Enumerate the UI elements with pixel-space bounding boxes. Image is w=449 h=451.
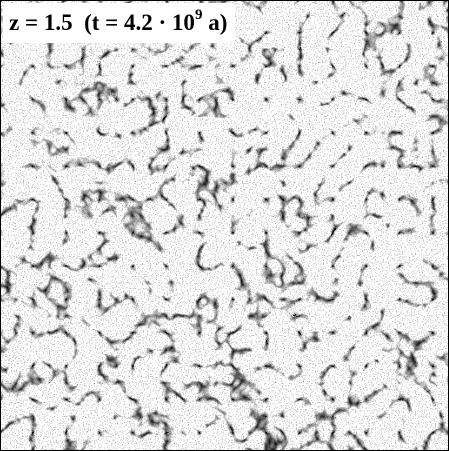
time-exponent: 9 (194, 7, 203, 24)
epoch-label: z = 1.5 (t = 4.2 · 109 a) (3, 3, 236, 43)
time-unit: a) (208, 10, 228, 35)
time-text: (t = 4.2 · 10 (84, 10, 195, 35)
redshift-text: z = 1.5 (9, 10, 73, 35)
